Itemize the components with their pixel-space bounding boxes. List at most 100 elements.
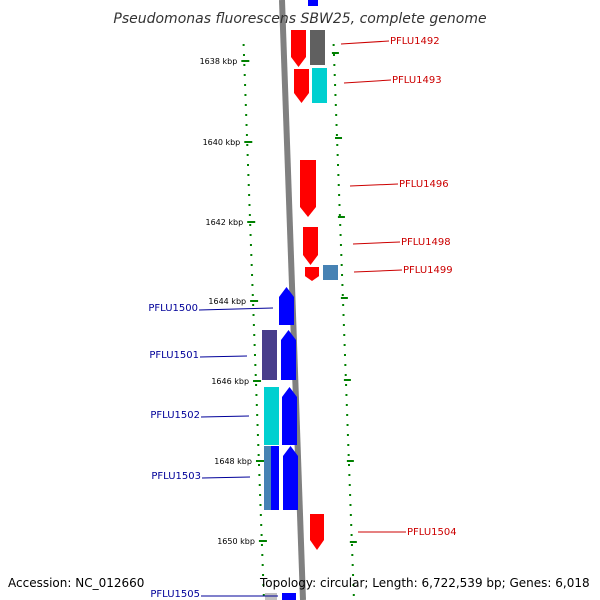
tick-dot-inner [244, 94, 247, 96]
tick-dot-inner [242, 44, 245, 46]
tick-layer: 1638 kbp 1640 kbp 1642 kbp 1644 kbp 1646 kbp… [200, 44, 357, 596]
tick-dot-inner [260, 534, 263, 536]
tick-dot-outer [347, 444, 350, 446]
tick-dot-inner [252, 324, 255, 326]
tick-dot-inner [255, 394, 258, 396]
tick-dot-outer [347, 454, 350, 456]
gene-label-pflu1498[interactable]: PFLU1498 [401, 237, 451, 248]
tick-dot-inner [260, 544, 263, 546]
gene-pflu1493[interactable] [294, 69, 309, 103]
gene-label-pflu1500[interactable]: PFLU1500 [148, 303, 198, 314]
tick-dot-outer [348, 464, 351, 466]
tick-dot-outer [351, 564, 354, 566]
tick-dot-inner [250, 254, 253, 256]
tick-dot-outer [335, 114, 338, 116]
feature-pflu1503-inner[interactable] [271, 446, 279, 510]
leader-line-pflu1498 [352, 241, 401, 245]
tick-dot-inner [253, 354, 256, 356]
gene-pflu1499-a[interactable] [305, 267, 319, 281]
tick-dot-outer [352, 574, 355, 576]
gene-pflu1504[interactable] [310, 514, 324, 550]
tick-dot-outer [351, 554, 354, 556]
tick-dot-outer [339, 224, 342, 226]
tick-dot-inner [260, 524, 263, 526]
leader-line-pflu1502 [200, 415, 250, 418]
tick-dot-inner [246, 144, 249, 146]
gene-label-pflu1496[interactable]: PFLU1496 [399, 179, 449, 190]
tick-dot-inner [258, 464, 261, 466]
tick-dot-inner [252, 314, 255, 316]
tick-dot-inner [251, 284, 254, 286]
leader-line-pflu1501 [199, 355, 248, 358]
tick-dot-outer [343, 334, 346, 336]
tick-dot-outer [340, 254, 343, 256]
tick-dot-inner [257, 444, 260, 446]
tick-dot-outer [345, 384, 348, 386]
tick-dot-inner [256, 434, 259, 436]
tick-dot-inner [262, 574, 265, 576]
tick-dot-outer [344, 364, 347, 366]
tick-dot-inner [253, 344, 256, 346]
tick-dot-inner [261, 564, 264, 566]
tick-dot-outer [332, 44, 335, 46]
tick-dot-inner [253, 334, 256, 336]
kbp-major-tick [250, 300, 259, 302]
feature-pflu1502[interactable] [264, 387, 279, 445]
tick-dot-outer [340, 264, 343, 266]
gene-pflu1498[interactable] [303, 227, 318, 265]
gene-label-pflu1504[interactable]: PFLU1504 [407, 527, 457, 538]
tick-dot-inner [258, 484, 261, 486]
feature-pflu1492[interactable] [310, 30, 325, 65]
tick-dot-inner [254, 364, 257, 366]
tick-dot-outer [350, 544, 353, 546]
kbp-major-tick [247, 221, 256, 223]
gene-label-pflu1493[interactable]: PFLU1493 [392, 75, 442, 86]
kbp-label-1638-kbp: 1638 kbp [200, 57, 238, 66]
gene-label-pflu1501[interactable]: PFLU1501 [149, 350, 199, 361]
tick-dot-outer [350, 524, 353, 526]
tick-dot-inner [261, 554, 264, 556]
gene-label-pflu1505[interactable]: PFLU1505 [150, 589, 200, 600]
tick-dot-outer [333, 64, 336, 66]
gene-pflu1492[interactable] [291, 30, 306, 67]
tick-dot-outer [349, 504, 352, 506]
tick-dot-outer [334, 84, 337, 86]
tick-dot-inner [247, 184, 250, 186]
feature-pflu1499[interactable] [323, 265, 338, 280]
kbp-label-1646-kbp: 1646 kbp [211, 377, 249, 386]
gene-pflu1505[interactable] [282, 593, 296, 600]
tick-dot-inner [245, 134, 248, 136]
gene-layer [262, 0, 338, 600]
gene-partial-top[interactable] [308, 0, 318, 6]
gene-pflu1502[interactable] [282, 387, 297, 445]
gene-pflu1503[interactable] [283, 446, 298, 510]
tick-dot-outer [339, 234, 342, 236]
gene-label-layer: PFLU1492 PFLU1493 PFLU1496 PFLU1498 PFLU1499… [148, 36, 456, 600]
kbp-major-tick [244, 141, 253, 143]
tick-dot-outer [338, 214, 341, 216]
tick-dot-inner [249, 244, 252, 246]
outer-major-tick [346, 460, 354, 462]
tick-dot-outer [342, 304, 345, 306]
gene-label-pflu1503[interactable]: PFLU1503 [151, 471, 201, 482]
tick-dot-outer [342, 324, 345, 326]
kbp-major-tick [258, 540, 267, 542]
tick-dot-inner [262, 584, 265, 586]
kbp-major-tick [255, 460, 264, 462]
gene-label-pflu1502[interactable]: PFLU1502 [150, 410, 200, 421]
gene-pflu1500[interactable] [279, 287, 294, 325]
accession-text: Accession: NC_012660 [8, 576, 144, 590]
kbp-major-tick [241, 60, 250, 62]
gene-pflu1496[interactable] [300, 160, 316, 217]
gene-label-pflu1492[interactable]: PFLU1492 [390, 36, 440, 47]
gene-pflu1501[interactable] [281, 330, 296, 380]
tick-dot-outer [332, 54, 335, 56]
feature-pflu1493[interactable] [312, 68, 327, 103]
tick-dot-outer [339, 244, 342, 246]
tick-dot-inner [249, 224, 252, 226]
tick-dot-outer [352, 584, 355, 586]
kbp-major-tick [253, 380, 262, 382]
gene-label-pflu1499[interactable]: PFLU1499 [403, 265, 453, 276]
feature-pflu1501[interactable] [262, 330, 277, 380]
tick-dot-outer [343, 354, 346, 356]
